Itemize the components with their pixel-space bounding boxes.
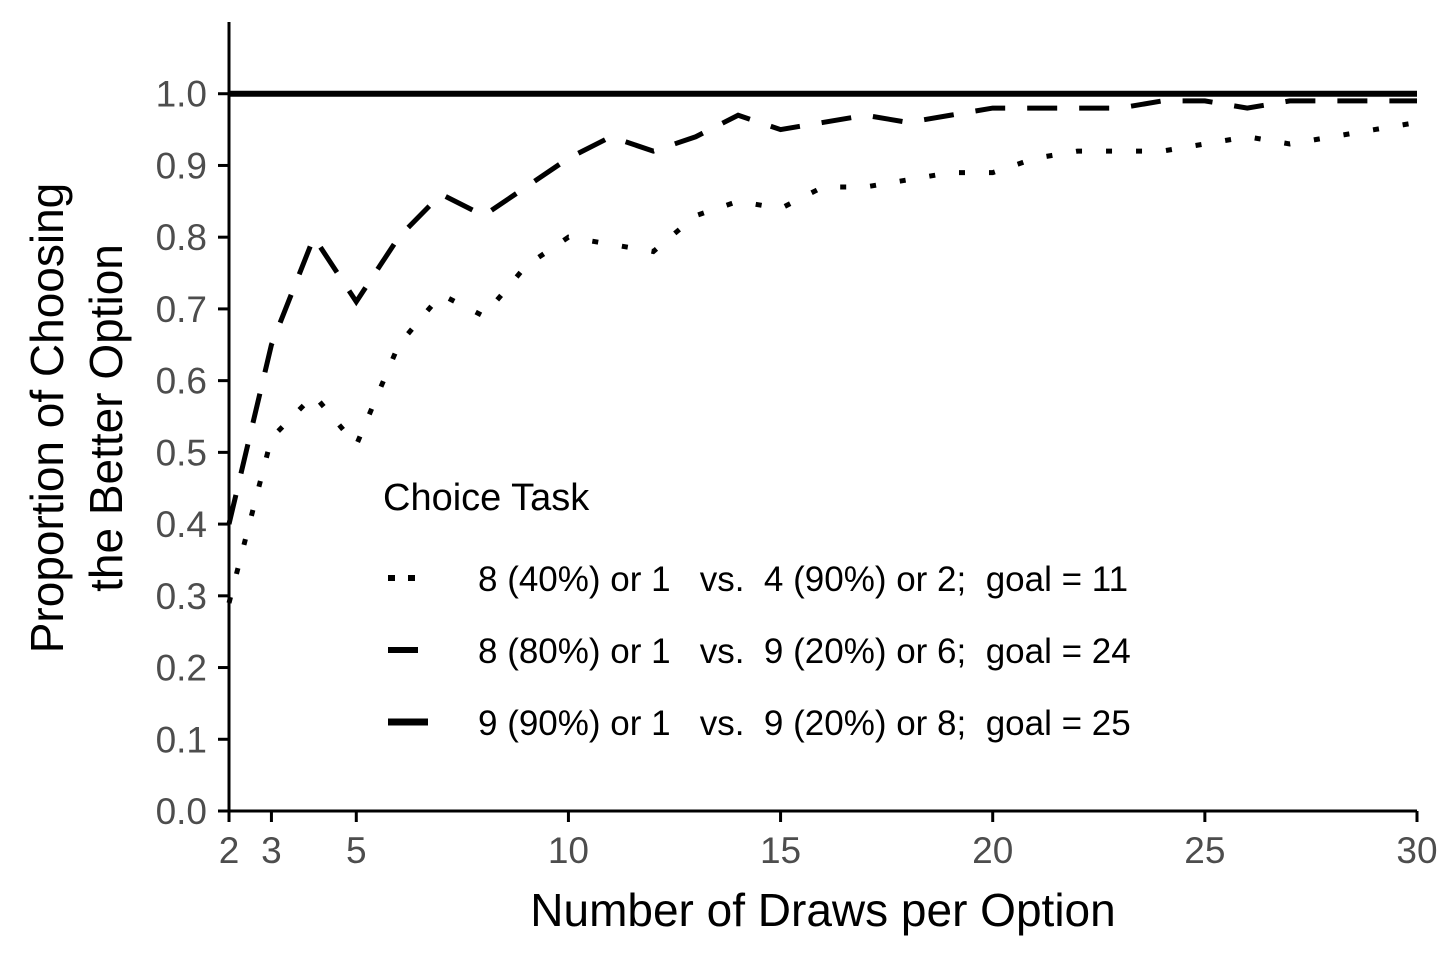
legend: Choice Task 8 (40%) or 1 vs. 4 (90%) or …	[383, 477, 1131, 743]
legend-label: 9 (90%) or 1 vs. 9 (20%) or 8; goal = 25	[478, 704, 1131, 743]
y-tick-label: 0.9	[156, 145, 207, 186]
legend-title: Choice Task	[383, 477, 590, 519]
y-tick-label: 0.5	[156, 432, 207, 473]
legend-label: 8 (80%) or 1 vs. 9 (20%) or 6; goal = 24	[478, 632, 1131, 671]
series-line-dotted	[226, 119, 1418, 604]
x-tick-label: 20	[972, 830, 1013, 871]
y-tick-label: 0.2	[156, 648, 207, 689]
x-tick-label: 10	[548, 830, 589, 871]
x-ticks: 2 3 5 10 15 20 25 30	[219, 811, 1438, 871]
x-tick-label: 2	[219, 830, 240, 871]
series-layer	[226, 90, 1418, 604]
y-tick-label: 0.8	[156, 217, 207, 258]
series-line-dashed	[226, 98, 1417, 525]
y-tick-label: 0.0	[156, 791, 207, 832]
x-axis-title: Number of Draws per Option	[530, 884, 1115, 936]
legend-label: 8 (40%) or 1 vs. 4 (90%) or 2; goal = 11	[478, 560, 1128, 599]
y-tick-label: 0.7	[156, 289, 207, 330]
x-tick-label: 30	[1396, 830, 1437, 871]
y-tick-label: 0.4	[156, 504, 207, 545]
x-tick-label: 25	[1184, 830, 1225, 871]
y-tick-label: 1.0	[156, 74, 207, 115]
y-tick-label: 0.1	[156, 719, 207, 760]
x-tick-label: 3	[261, 830, 282, 871]
y-tick-label: 0.3	[156, 576, 207, 617]
y-axis-title-line-2: the Better Option	[80, 244, 132, 592]
axes-layer	[227, 22, 1417, 813]
y-axis-title-line-1: Proportion of Choosing	[21, 183, 73, 654]
y-axis-title: Proportion of Choosing the Better Option	[21, 183, 132, 654]
x-tick-label: 15	[760, 830, 801, 871]
y-ticks: 0.0 0.1 0.2 0.3 0.4 0.5 0.6 0.7 0.8 0.9 1.0	[156, 74, 229, 832]
x-tick-label: 5	[346, 830, 367, 871]
legend-items: 8 (40%) or 1 vs. 4 (90%) or 2; goal = 11…	[388, 560, 1131, 743]
y-tick-label: 0.6	[156, 361, 207, 402]
